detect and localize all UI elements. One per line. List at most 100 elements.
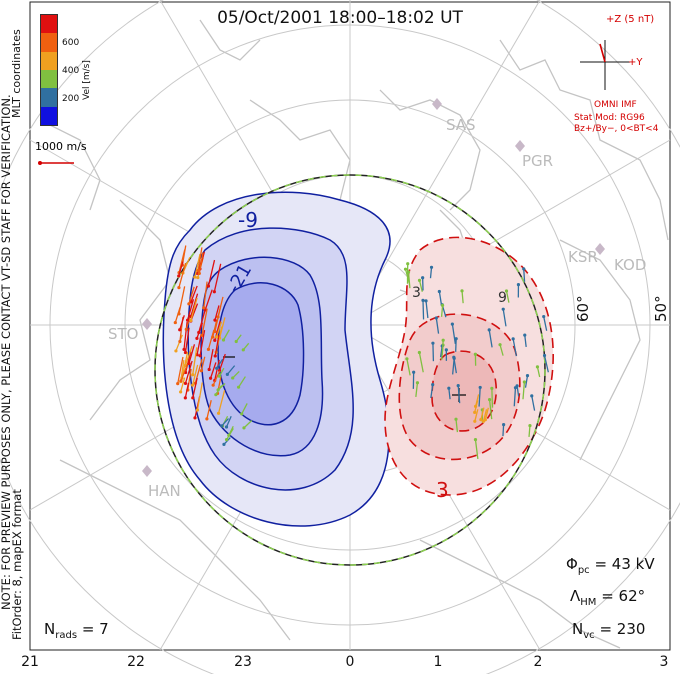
velocity-vector-origin xyxy=(473,419,477,423)
velocity-vector-origin xyxy=(242,426,246,430)
velocity-vector-origin xyxy=(191,373,195,377)
stat-n-rads: Nrads = 7 xyxy=(44,620,109,641)
velocity-vector xyxy=(207,259,216,287)
mlt-tick-0: 0 xyxy=(345,654,355,670)
negative-cell xyxy=(162,191,391,527)
contour-label-3: 3 xyxy=(436,478,449,502)
velocity-vector-origin xyxy=(481,419,486,423)
velocity-vector-origin xyxy=(473,410,477,414)
velocity-vector xyxy=(196,382,203,411)
velocity-vector-origin xyxy=(511,337,515,341)
velocity-vector xyxy=(188,344,196,364)
velocity-vector-origin xyxy=(193,416,197,420)
velocity-vector xyxy=(194,253,201,278)
velocity-vector xyxy=(221,418,229,427)
velocity-vector xyxy=(178,262,187,288)
imf-source: OMNI IMF xyxy=(594,100,637,110)
velocity-vector xyxy=(516,385,520,397)
velocity-vector-origin xyxy=(487,328,491,332)
latitude-label-50: 50° xyxy=(652,295,670,322)
velocity-vector-origin xyxy=(196,269,200,273)
stat-n-rads-value: = 7 xyxy=(81,620,109,638)
imf-stat-mod: Stat Mod: RG96 xyxy=(574,113,645,123)
velocity-vector-origin xyxy=(522,267,526,271)
colour-scale-band xyxy=(41,106,57,125)
latitude-label-60: 60° xyxy=(574,295,592,322)
velocity-vector xyxy=(430,384,434,399)
velocity-vector xyxy=(455,419,459,433)
velocity-vector xyxy=(215,321,222,338)
velocity-vector-origin xyxy=(176,382,180,386)
velocity-vector-origin xyxy=(216,411,221,415)
velocity-vector-origin xyxy=(528,424,532,428)
vel-tick-400: 400 xyxy=(62,66,80,76)
contour-label-3-upper: 3 xyxy=(412,285,421,301)
station-label-ksr: KSR xyxy=(568,248,598,266)
velocity-vector xyxy=(418,352,424,373)
velocity-vector xyxy=(178,286,186,314)
colour-scale-band xyxy=(41,51,57,70)
mlt-tick-2: 2 xyxy=(533,654,543,670)
colour-scale-band xyxy=(41,15,57,34)
station-label-sto: STO xyxy=(108,325,139,343)
velocity-vector xyxy=(243,420,253,429)
velocity-vector xyxy=(212,370,221,386)
velocity-vector-origin xyxy=(234,339,238,344)
velocity-vector-origin xyxy=(417,278,422,282)
velocity-vector xyxy=(429,267,433,279)
velocity-vector xyxy=(457,385,461,404)
velocity-vector-origin xyxy=(199,369,203,373)
velocity-vector xyxy=(499,344,504,356)
velocity-vector xyxy=(201,308,208,336)
velocity-vector xyxy=(197,247,203,271)
velocity-vector-origin xyxy=(240,412,244,416)
vel-tick-200: 200 xyxy=(62,94,80,104)
velocity-vector xyxy=(482,409,488,422)
velocity-vector xyxy=(208,349,214,370)
velocity-vector xyxy=(524,375,529,388)
velocity-vector-origin xyxy=(535,365,540,369)
velocity-vectors xyxy=(173,245,549,460)
velocity-vector xyxy=(192,377,198,398)
velocity-vector xyxy=(543,316,548,331)
map-title: 05/Oct/2001 18:00–18:02 UT xyxy=(217,8,463,28)
velocity-vector xyxy=(188,286,195,305)
velocity-vector xyxy=(199,330,206,356)
imf-vector xyxy=(599,43,606,63)
velocity-vector xyxy=(198,252,204,274)
imf-y-label: +Y xyxy=(628,57,643,68)
velocity-vector-origin xyxy=(224,438,229,442)
velocity-vector xyxy=(451,323,456,345)
velocity-vector-origin xyxy=(184,327,188,331)
velocity-vector xyxy=(418,280,423,292)
velocity-vector xyxy=(461,290,464,304)
velocity-vector xyxy=(441,340,444,356)
velocity-vector-origin xyxy=(222,442,226,446)
velocity-vector-origin xyxy=(179,390,183,394)
velocity-vector-origin xyxy=(187,361,191,366)
velocity-vector xyxy=(439,345,443,358)
velocity-vector-origin xyxy=(473,438,478,442)
velocity-vector-origin xyxy=(183,381,188,385)
station-label-kod: KOD xyxy=(614,256,647,274)
velocity-vector-origin xyxy=(447,386,451,390)
velocity-vector xyxy=(484,407,489,420)
velocity-vector xyxy=(214,305,220,321)
velocity-vector-origin xyxy=(224,425,229,429)
stat-n-rads-sub: rads xyxy=(55,630,78,641)
velocity-vector-origin xyxy=(197,271,201,276)
velocity-vector-origin xyxy=(434,316,438,320)
velocity-vector-origin xyxy=(431,341,435,345)
velocity-vector-origin xyxy=(183,396,187,400)
velocity-vector-origin xyxy=(452,356,456,360)
velocity-vector xyxy=(512,338,518,357)
stat-n-vc-symbol: N xyxy=(572,620,584,638)
velocity-vector-origin xyxy=(177,286,181,290)
stat-phi-pc: Φpc = 43 kV xyxy=(566,555,655,576)
velocity-vector xyxy=(184,345,193,366)
coastlines xyxy=(39,19,669,649)
velocity-vector-origin xyxy=(217,374,222,378)
velocity-vector xyxy=(474,439,479,460)
velocity-vector-origin xyxy=(412,370,416,374)
velocity-vector xyxy=(175,334,183,352)
